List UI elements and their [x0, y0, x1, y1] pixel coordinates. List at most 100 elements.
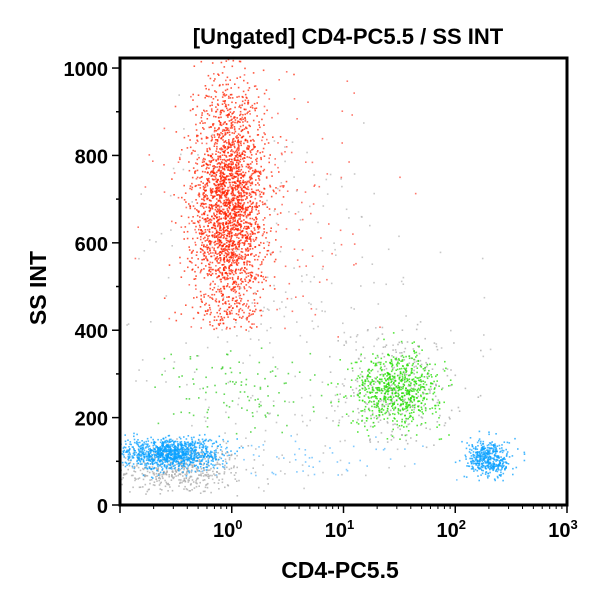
data-point: [412, 396, 415, 398]
data-point: [368, 387, 370, 390]
data-point: [271, 370, 274, 372]
data-point: [250, 431, 252, 433]
data-point: [419, 388, 421, 390]
data-point: [406, 393, 408, 396]
data-point: [233, 241, 235, 243]
data-point: [383, 382, 386, 384]
data-point: [376, 402, 378, 404]
data-point: [209, 313, 212, 316]
data-point: [210, 171, 212, 174]
data-point: [243, 181, 245, 184]
data-point: [200, 236, 202, 238]
data-point: [226, 107, 228, 110]
data-point: [266, 206, 269, 208]
data-point: [413, 366, 416, 368]
data-point: [227, 167, 230, 169]
data-point: [187, 443, 190, 445]
data-point: [209, 187, 212, 190]
data-point: [227, 203, 229, 205]
data-point: [196, 169, 199, 172]
data-point: [409, 388, 411, 391]
data-point: [291, 361, 294, 364]
data-point: [229, 185, 231, 188]
data-point: [398, 394, 400, 396]
data-point: [402, 356, 405, 359]
data-point: [215, 110, 218, 113]
data-point: [361, 387, 364, 390]
data-point: [224, 140, 226, 143]
data-point: [241, 214, 243, 216]
data-point: [215, 189, 218, 191]
data-point: [358, 411, 360, 414]
data-point: [389, 409, 392, 412]
data-point: [203, 296, 205, 298]
data-point: [200, 270, 202, 272]
data-point: [243, 242, 245, 244]
data-point: [235, 167, 238, 170]
data-point: [206, 452, 208, 455]
data-point: [242, 174, 244, 177]
data-point: [255, 254, 257, 256]
data-point: [249, 243, 251, 245]
data-point: [259, 126, 261, 129]
data-point: [207, 482, 209, 485]
data-point: [236, 259, 239, 261]
data-point: [399, 428, 401, 431]
data-point: [179, 468, 181, 471]
data-point: [428, 375, 430, 378]
data-point: [416, 424, 418, 427]
data-point: [206, 411, 209, 414]
data-point: [381, 380, 383, 383]
data-point: [298, 371, 301, 373]
data-point: [222, 171, 224, 174]
data-point: [202, 202, 204, 205]
data-point: [195, 178, 198, 180]
data-point: [207, 224, 209, 227]
data-point: [362, 346, 365, 349]
data-point: [205, 136, 208, 138]
data-point: [252, 310, 254, 312]
data-point: [408, 398, 410, 401]
data-point: [301, 464, 304, 466]
data-point: [218, 165, 221, 168]
data-point: [227, 104, 230, 106]
data-point: [210, 170, 212, 173]
data-point: [247, 445, 250, 447]
data-point: [225, 302, 227, 305]
data-point: [233, 466, 235, 469]
data-point: [260, 271, 263, 274]
data-point: [334, 248, 336, 251]
data-point: [218, 216, 221, 218]
data-point: [261, 139, 263, 142]
data-point: [165, 460, 167, 462]
data-point: [369, 441, 372, 443]
data-point: [240, 186, 242, 188]
data-point: [194, 244, 197, 246]
data-point: [274, 163, 276, 166]
data-point: [190, 153, 193, 155]
data-point: [189, 187, 191, 190]
data-point: [238, 95, 240, 98]
data-point: [201, 454, 204, 456]
data-point: [386, 417, 389, 420]
data-point: [210, 463, 212, 465]
data-point: [226, 312, 228, 314]
data-point: [380, 388, 383, 390]
data-point: [443, 424, 446, 427]
data-point: [381, 333, 384, 335]
data-point: [236, 135, 238, 137]
data-point: [338, 421, 340, 424]
data-point: [189, 451, 192, 454]
data-point: [405, 370, 408, 372]
data-point: [360, 410, 362, 412]
data-point: [229, 202, 231, 204]
data-point: [231, 312, 233, 315]
data-point: [250, 157, 252, 159]
data-point: [184, 454, 187, 456]
data-point: [321, 137, 324, 140]
data-point: [226, 446, 228, 449]
data-point: [226, 326, 228, 329]
data-point: [407, 430, 410, 432]
data-point: [209, 296, 211, 299]
data-point: [420, 363, 423, 366]
